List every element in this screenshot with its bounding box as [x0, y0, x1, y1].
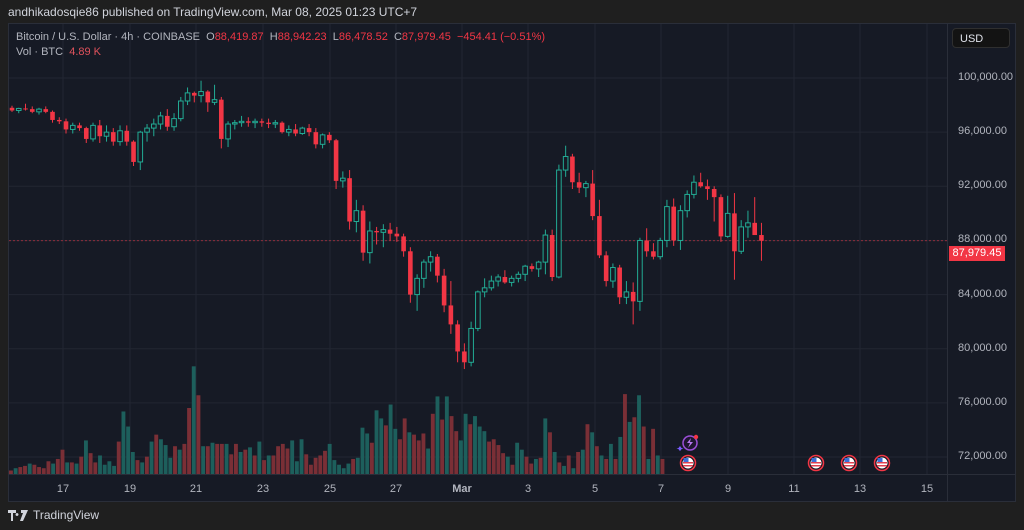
- open-value: 88,419.87: [214, 31, 264, 43]
- close-value: 87,979.45: [401, 31, 451, 43]
- volume-label[interactable]: Vol · BTC: [16, 46, 64, 58]
- price-tick: 92,000.00: [958, 179, 1007, 192]
- us-economic-event-icon[interactable]: [840, 454, 858, 472]
- lightning-event-icon[interactable]: [676, 434, 699, 452]
- price-tick: 72,000.00: [958, 450, 1007, 463]
- currency-button[interactable]: USD: [952, 28, 1010, 48]
- time-tick: 23: [256, 483, 270, 495]
- high-value: 88,942.23: [277, 31, 327, 43]
- time-tick: Mar: [452, 483, 472, 495]
- time-tick: 25: [323, 483, 337, 495]
- publisher-caption: andhikadosqie86 published on TradingView…: [8, 5, 418, 19]
- time-tick: 27: [389, 483, 403, 495]
- us-economic-event-icon[interactable]: [873, 454, 891, 472]
- last-price-label: 87,979.45: [949, 246, 1005, 261]
- ohlc-row: Bitcoin / U.S. Dollar · 4h · COINBASE O8…: [16, 31, 546, 43]
- time-tick: 11: [788, 483, 800, 495]
- chart-frame[interactable]: [8, 23, 1016, 502]
- time-tick: 17: [56, 483, 70, 495]
- time-tick: 9: [724, 483, 732, 495]
- us-economic-event-icon[interactable]: [807, 454, 825, 472]
- volume-value: 4.89 K: [69, 46, 102, 58]
- time-tick: 15: [920, 483, 934, 495]
- price-tick: 96,000.00: [958, 125, 1007, 138]
- time-tick: 5: [591, 483, 599, 495]
- volume-row: Vol · BTC 4.89 K: [16, 45, 545, 60]
- time-tick: 7: [657, 483, 665, 495]
- price-tick: 80,000.00: [958, 341, 1007, 354]
- tv-logo-icon: [8, 509, 28, 521]
- price-tick: 88,000.00: [958, 233, 1007, 246]
- chart-legend: Bitcoin / U.S. Dollar · 4h · COINBASE O8…: [16, 30, 545, 60]
- time-tick: 13: [853, 483, 867, 495]
- time-tick: 3: [524, 483, 532, 495]
- low-value: 86,478.52: [338, 31, 388, 43]
- time-tick: 21: [189, 483, 203, 495]
- price-tick: 84,000.00: [958, 287, 1007, 300]
- us-economic-event-icon[interactable]: [679, 454, 697, 472]
- change-value: −454.41 (−0.51%): [456, 31, 546, 43]
- price-tick: 100,000.00: [958, 71, 1014, 83]
- symbol-label[interactable]: Bitcoin / U.S. Dollar · 4h · COINBASE: [16, 31, 200, 43]
- tradingview-logo[interactable]: TradingView: [8, 508, 99, 522]
- brand-name: TradingView: [33, 508, 100, 522]
- time-tick: 19: [123, 483, 137, 495]
- price-tick: 76,000.00: [958, 395, 1007, 408]
